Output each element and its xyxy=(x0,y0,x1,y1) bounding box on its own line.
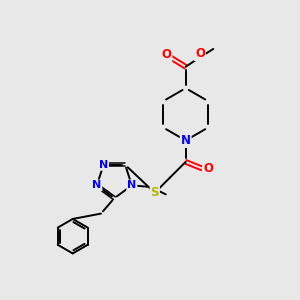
Text: S: S xyxy=(151,186,159,199)
Text: N: N xyxy=(99,160,108,170)
Text: O: O xyxy=(203,162,213,175)
Text: N: N xyxy=(92,180,101,190)
Text: N: N xyxy=(181,134,191,147)
Text: O: O xyxy=(195,47,205,60)
Text: O: O xyxy=(161,48,171,62)
Text: N: N xyxy=(127,180,136,190)
